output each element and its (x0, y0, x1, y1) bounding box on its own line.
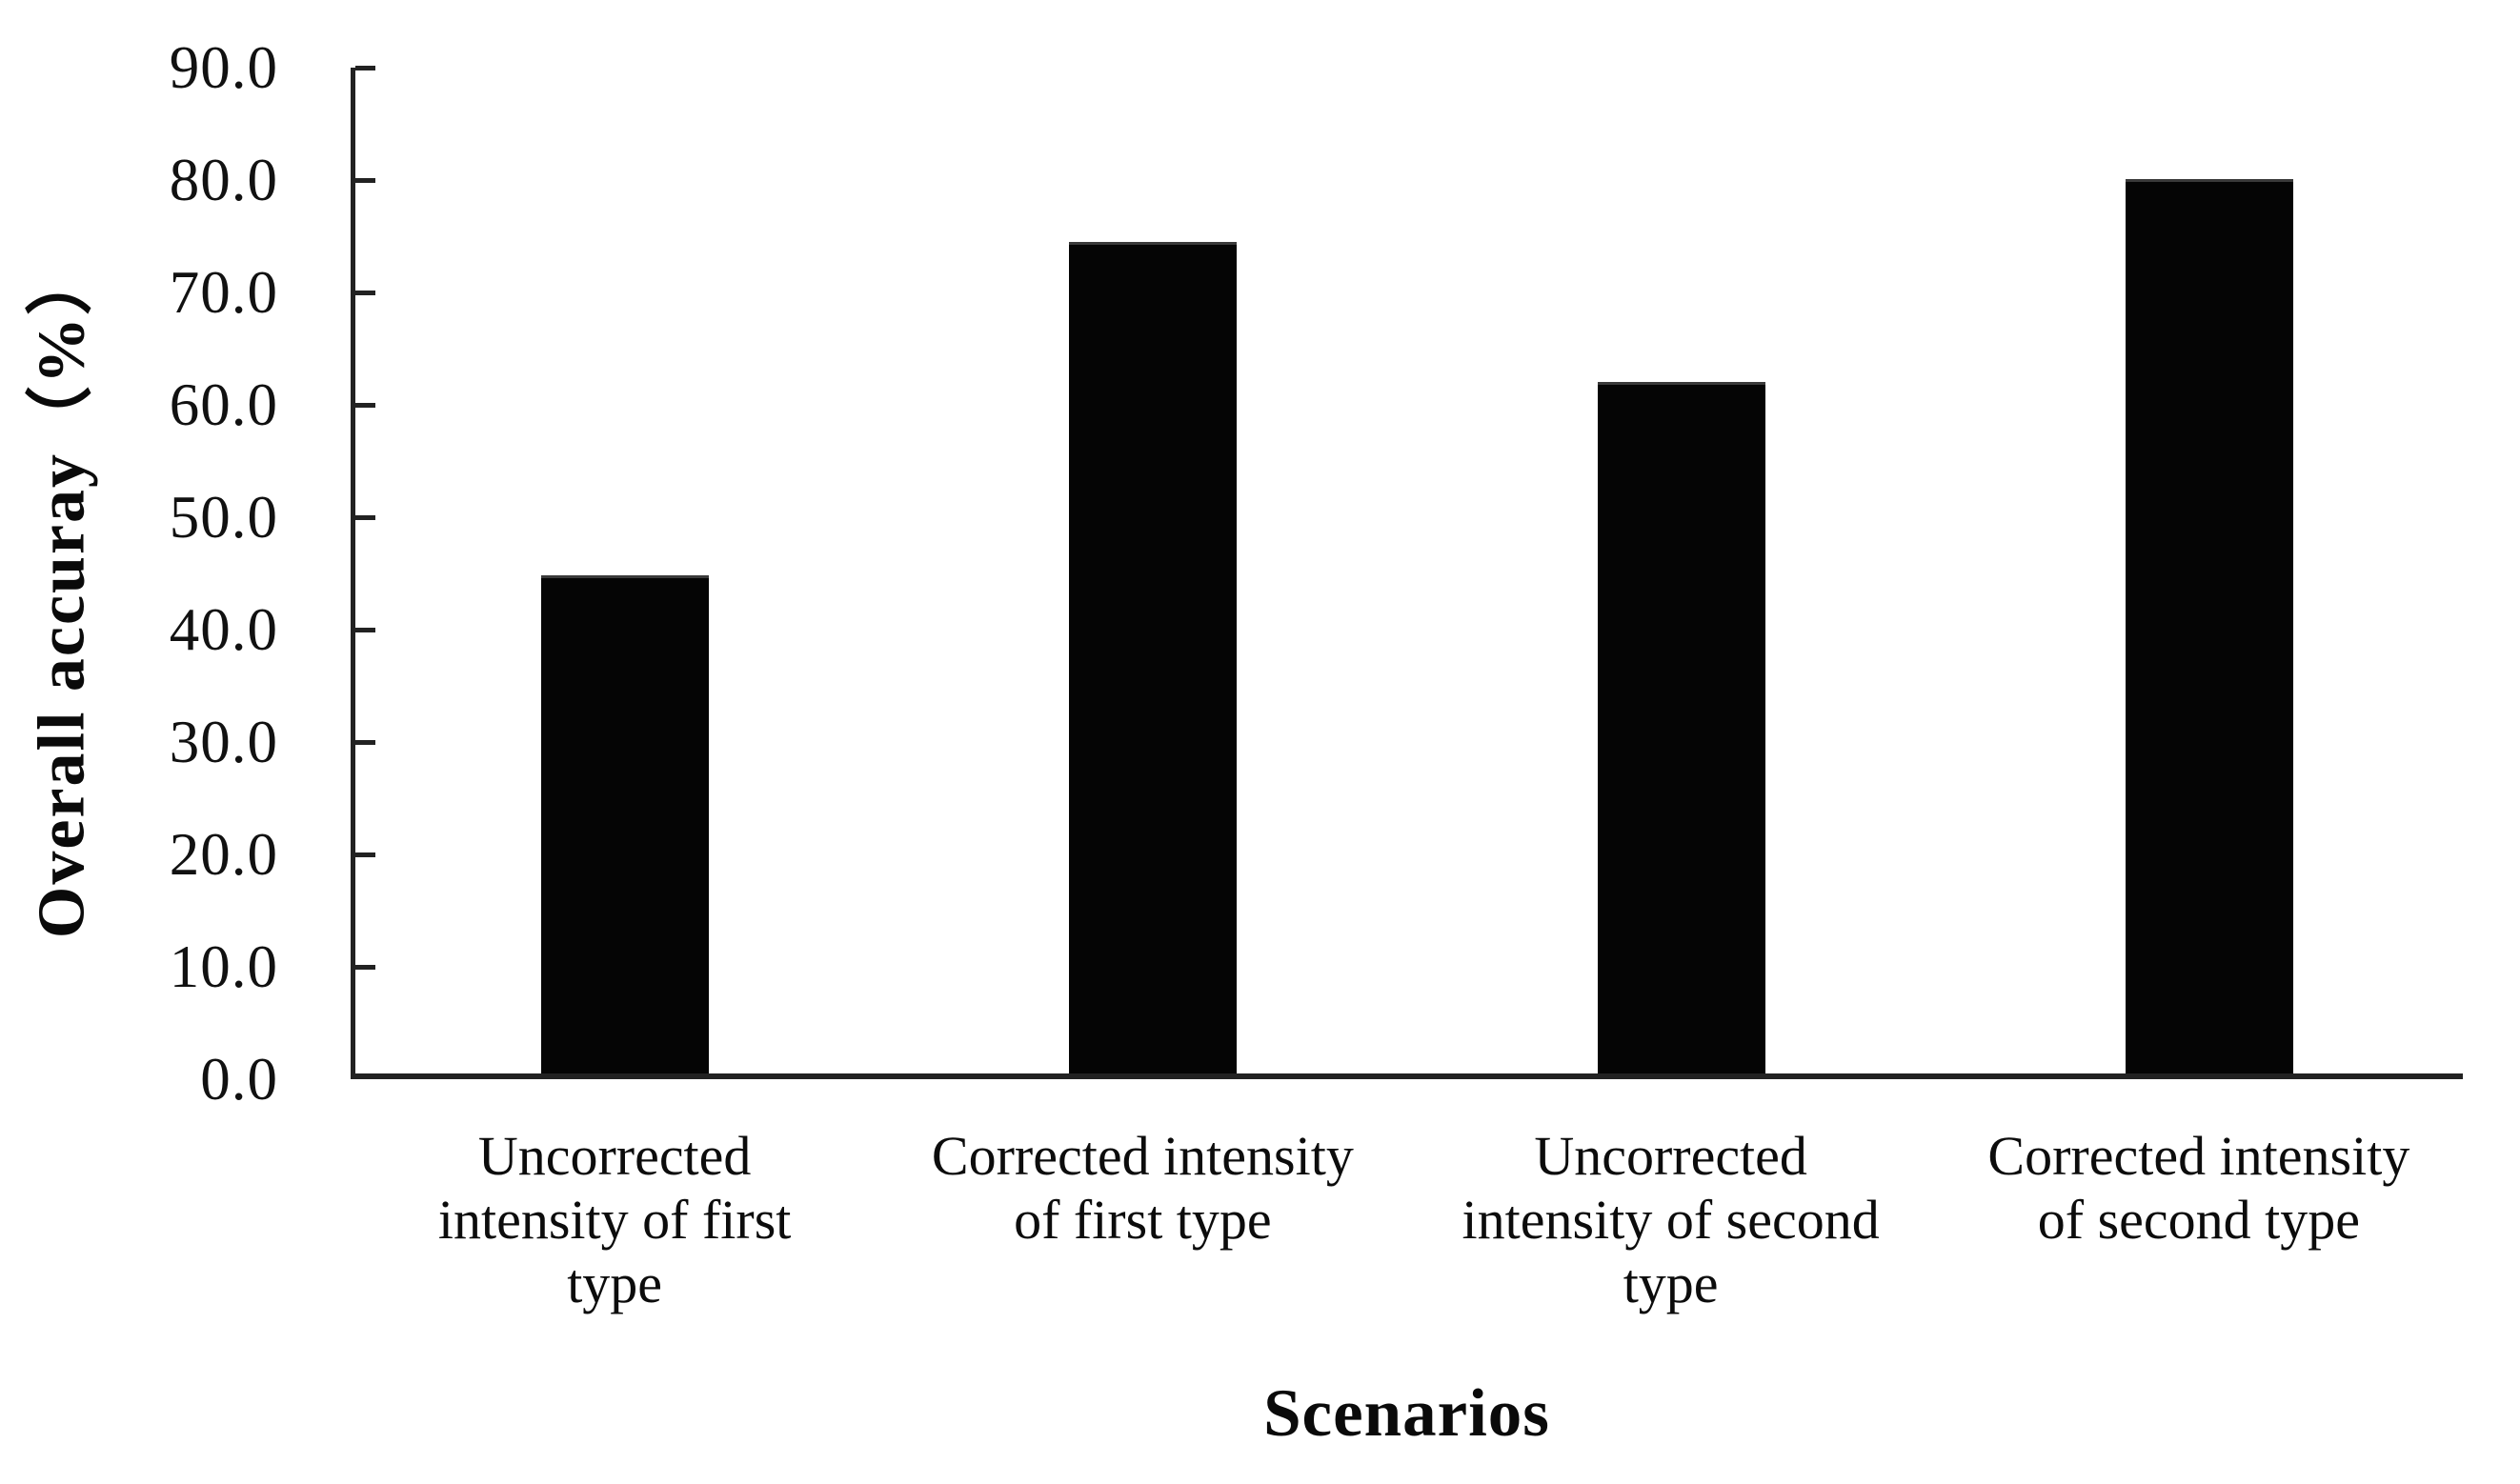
x-axis-category-labels: Uncorrected intensity of first type Corre… (351, 1124, 2463, 1315)
y-tick-label: 60.0 (169, 371, 278, 438)
plot-area (351, 65, 2463, 1079)
x-axis-title: Scenarios (1263, 1376, 1550, 1451)
y-tick-mark (355, 514, 375, 520)
y-tick-mark (355, 402, 375, 408)
y-tick-label: 80.0 (169, 147, 278, 213)
y-tick-label: 10.0 (169, 933, 278, 1000)
y-tick-mark (355, 739, 375, 745)
y-tick-mark (355, 627, 375, 632)
y-tick-label: 20.0 (169, 821, 278, 888)
category-label-4: Corrected intensity of second type (1987, 1125, 2410, 1251)
bar-2 (1069, 241, 1238, 1073)
bar-3 (1597, 382, 1765, 1073)
y-tick-mark (355, 65, 375, 70)
bar-1 (541, 575, 710, 1073)
category-label-1: Uncorrected intensity of first type (437, 1125, 792, 1314)
bar-4 (2125, 178, 2293, 1073)
y-tick-label: 0.0 (200, 1046, 278, 1113)
y-tick-mark (355, 177, 375, 183)
y-tick-mark (355, 964, 375, 970)
y-tick-label: 50.0 (169, 484, 278, 551)
y-tick-label: 70.0 (169, 259, 278, 326)
y-tick-mark (355, 852, 375, 857)
y-tick-label: 40.0 (169, 596, 278, 663)
y-tick-label: 30.0 (169, 709, 278, 775)
category-label-2: Corrected intensity of first type (931, 1125, 1354, 1251)
y-tick-label: 90.0 (169, 34, 278, 101)
y-tick-mark (355, 290, 375, 295)
category-label-3: Uncorrected intensity of second type (1462, 1125, 1880, 1314)
